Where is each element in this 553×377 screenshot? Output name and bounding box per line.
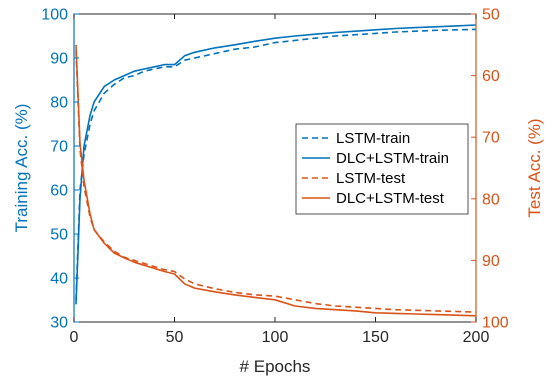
left-y-tick-label: 50 xyxy=(50,227,68,244)
x-tick-label: 200 xyxy=(463,329,490,346)
legend-entry-label: LSTM-train xyxy=(336,130,410,147)
legend-entry-label: LSTM-test xyxy=(336,170,406,187)
right-y-axis-label: Test Acc. (%) xyxy=(525,118,544,217)
right-y-tick-label: 60 xyxy=(482,68,500,85)
left-y-axis-label: Training Acc. (%) xyxy=(12,104,31,233)
right-y-tick-label: 70 xyxy=(482,130,500,147)
left-y-tick-label: 90 xyxy=(50,51,68,68)
left-y-tick-label: 30 xyxy=(50,315,68,332)
x-tick-label: 100 xyxy=(262,329,289,346)
legend-items: LSTM-train DLC+LSTM-train LSTM-test DLC+LST… xyxy=(302,130,449,207)
left-y-tick-label: 60 xyxy=(50,183,68,200)
left-y-tick-label: 70 xyxy=(50,139,68,156)
series-line-dlc-lstm-train xyxy=(75,24,477,305)
right-y-tick-label: 90 xyxy=(482,253,500,270)
left-y-tick-label: 40 xyxy=(50,271,68,288)
legend-entry-label: DLC+LSTM-test xyxy=(336,190,445,207)
series-line-lstm-train xyxy=(75,28,477,301)
right-y-tick-label: 100 xyxy=(482,315,509,332)
right-y-tick-label: 50 xyxy=(482,7,500,24)
series-layer xyxy=(75,24,477,317)
x-tick-label: 0 xyxy=(70,329,79,346)
left-y-tick-label: 100 xyxy=(41,7,68,24)
legend: LSTM-train DLC+LSTM-train LSTM-test DLC+LST… xyxy=(295,123,469,215)
right-y-tick-label: 80 xyxy=(482,191,500,208)
x-tick-label: 150 xyxy=(362,329,389,346)
x-axis-label: # Epochs xyxy=(240,357,311,376)
ticks-layer: 0 50 100 150 200 30 40 50 60 70 80 90 100 50 60 70 80 90 1… xyxy=(41,7,509,347)
legend-entry-label: DLC+LSTM-train xyxy=(336,150,449,167)
left-y-tick-label: 80 xyxy=(50,95,68,112)
x-tick-label: 50 xyxy=(166,329,184,346)
legend-box xyxy=(295,123,469,215)
series-line-dlc-lstm-test xyxy=(75,44,477,317)
